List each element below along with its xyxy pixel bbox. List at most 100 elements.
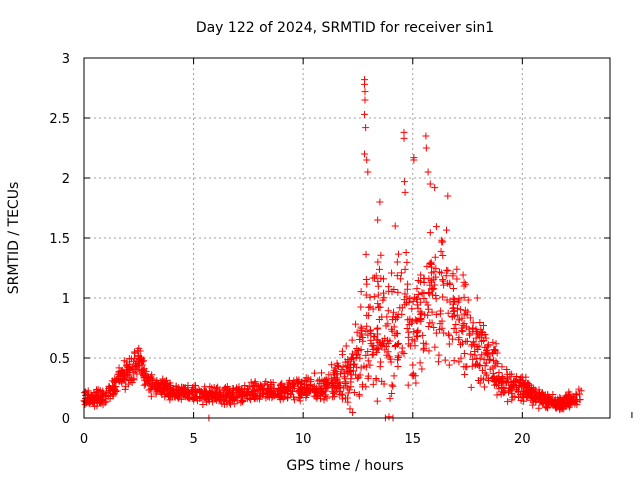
data-point bbox=[544, 390, 552, 398]
data-point bbox=[476, 361, 484, 369]
data-point bbox=[390, 372, 398, 380]
data-point bbox=[408, 305, 416, 313]
data-point bbox=[529, 401, 537, 409]
data-point bbox=[467, 350, 475, 358]
data-point bbox=[482, 371, 490, 379]
data-point bbox=[417, 317, 425, 325]
data-point bbox=[357, 364, 365, 372]
data-point bbox=[444, 267, 452, 275]
data-point bbox=[296, 389, 304, 397]
data-point bbox=[473, 355, 481, 363]
data-point bbox=[329, 369, 337, 377]
data-point bbox=[565, 388, 573, 396]
data-point bbox=[430, 323, 438, 331]
data-point bbox=[465, 325, 473, 333]
data-point bbox=[508, 396, 516, 404]
data-point bbox=[514, 387, 522, 395]
data-point bbox=[445, 330, 453, 338]
data-point bbox=[400, 178, 408, 186]
data-point bbox=[453, 304, 461, 312]
data-point bbox=[327, 375, 335, 383]
data-point bbox=[220, 391, 228, 399]
data-point bbox=[331, 364, 339, 372]
data-point bbox=[453, 275, 461, 283]
data-point bbox=[323, 376, 331, 384]
data-point bbox=[432, 311, 440, 319]
data-point bbox=[367, 336, 375, 344]
y-tick-label: 1.5 bbox=[49, 232, 70, 247]
data-point bbox=[464, 296, 472, 304]
data-point bbox=[373, 325, 381, 333]
data-point bbox=[435, 268, 443, 276]
data-point bbox=[384, 307, 392, 315]
data-point bbox=[377, 274, 385, 282]
data-point bbox=[239, 398, 247, 406]
data-point bbox=[394, 288, 402, 296]
data-point bbox=[402, 249, 410, 257]
data-point bbox=[91, 392, 99, 400]
data-point bbox=[504, 398, 512, 406]
data-point bbox=[302, 393, 310, 401]
y-tick-label: 0 bbox=[62, 412, 70, 427]
data-point bbox=[414, 327, 422, 335]
data-point bbox=[359, 383, 367, 391]
data-point bbox=[261, 380, 269, 388]
data-point bbox=[480, 356, 488, 364]
data-point bbox=[135, 366, 143, 374]
data-point bbox=[94, 385, 102, 393]
data-point bbox=[348, 336, 356, 344]
data-point bbox=[355, 390, 363, 398]
data-point bbox=[434, 358, 442, 366]
data-point bbox=[106, 387, 114, 395]
data-point bbox=[361, 88, 369, 96]
data-point bbox=[229, 388, 237, 396]
data-point bbox=[226, 400, 234, 408]
data-point bbox=[318, 369, 326, 377]
data-point bbox=[250, 387, 258, 395]
data-point bbox=[353, 374, 361, 382]
data-point bbox=[130, 348, 138, 356]
data-point bbox=[508, 385, 516, 393]
data-point bbox=[363, 280, 371, 288]
data-point bbox=[530, 384, 538, 392]
data-point bbox=[375, 265, 383, 273]
data-point bbox=[342, 379, 350, 387]
data-point bbox=[492, 358, 500, 366]
data-point bbox=[403, 324, 411, 332]
data-point bbox=[478, 337, 486, 345]
data-point bbox=[408, 319, 416, 327]
data-point bbox=[213, 384, 221, 392]
data-point bbox=[116, 377, 124, 385]
data-point bbox=[153, 385, 161, 393]
data-point bbox=[495, 368, 503, 376]
data-point bbox=[401, 188, 409, 196]
data-point bbox=[482, 334, 490, 342]
data-point bbox=[230, 385, 238, 393]
data-point bbox=[264, 393, 272, 401]
data-point bbox=[168, 393, 176, 401]
data-point bbox=[556, 406, 564, 414]
data-point bbox=[111, 378, 119, 386]
data-point bbox=[357, 330, 365, 338]
data-point bbox=[344, 362, 352, 370]
data-point bbox=[544, 398, 552, 406]
data-point bbox=[428, 308, 436, 316]
data-point bbox=[346, 405, 354, 413]
data-point bbox=[374, 216, 382, 224]
y-tick-label: 1 bbox=[62, 292, 70, 307]
data-point bbox=[340, 369, 348, 377]
data-point bbox=[400, 134, 408, 142]
data-point bbox=[539, 400, 547, 408]
data-point bbox=[325, 371, 333, 379]
data-point bbox=[440, 281, 448, 289]
data-point bbox=[366, 361, 374, 369]
data-point bbox=[161, 377, 169, 385]
data-point bbox=[349, 367, 357, 375]
data-point bbox=[460, 293, 468, 301]
data-point bbox=[418, 290, 426, 298]
data-point bbox=[164, 392, 172, 400]
data-point bbox=[362, 291, 370, 299]
data-point bbox=[363, 322, 371, 330]
data-point bbox=[362, 124, 370, 132]
data-point bbox=[469, 355, 477, 363]
